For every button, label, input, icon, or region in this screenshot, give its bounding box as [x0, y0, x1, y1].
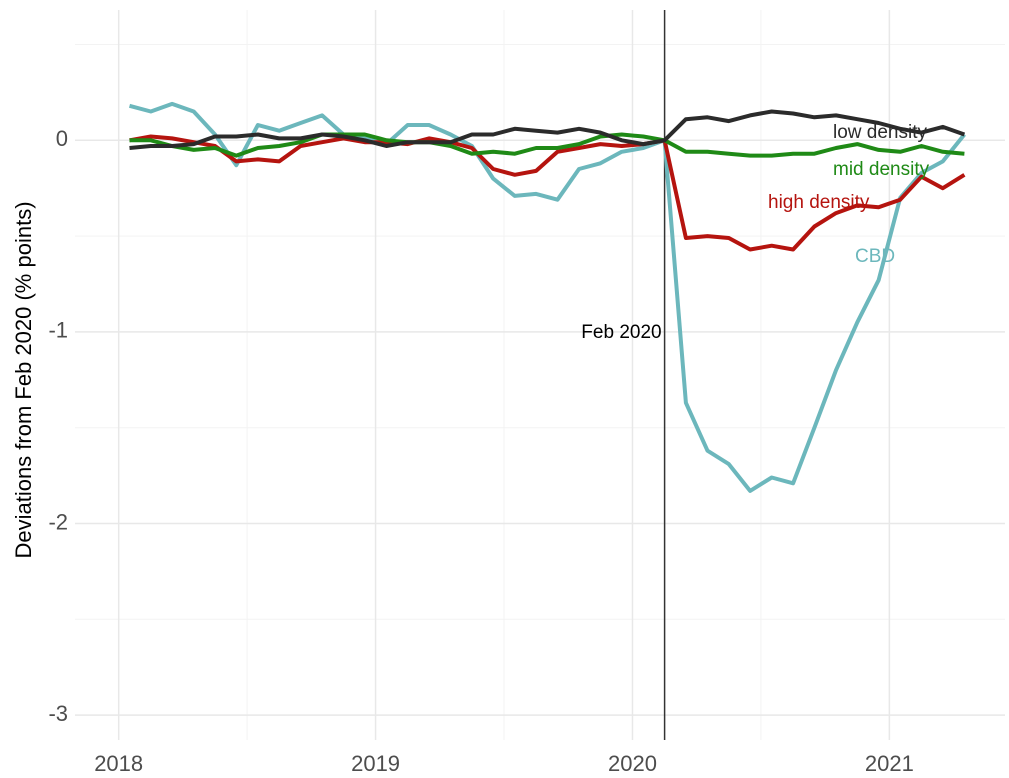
- y-tick-label: 0: [56, 126, 68, 151]
- series-line: [129, 132, 965, 158]
- series-label: high density: [768, 192, 870, 213]
- series-label: low density: [833, 122, 927, 143]
- x-tick-label: 2021: [865, 751, 914, 776]
- series-line: [129, 109, 966, 150]
- series-line: [128, 101, 966, 493]
- x-tick-label: 2018: [94, 751, 143, 776]
- series-line: [129, 134, 966, 252]
- y-tick-label: -3: [48, 701, 68, 726]
- y-tick-label: -2: [48, 509, 68, 534]
- reference-label: Feb 2020: [581, 322, 661, 343]
- y-axis-label: Deviations from Feb 2020 (% points): [11, 201, 36, 558]
- series-label: mid density: [833, 159, 930, 180]
- series-label: CBD: [855, 246, 895, 267]
- x-tick-label: 2019: [351, 751, 400, 776]
- y-tick-label: -1: [48, 318, 68, 343]
- x-tick-label: 2020: [608, 751, 657, 776]
